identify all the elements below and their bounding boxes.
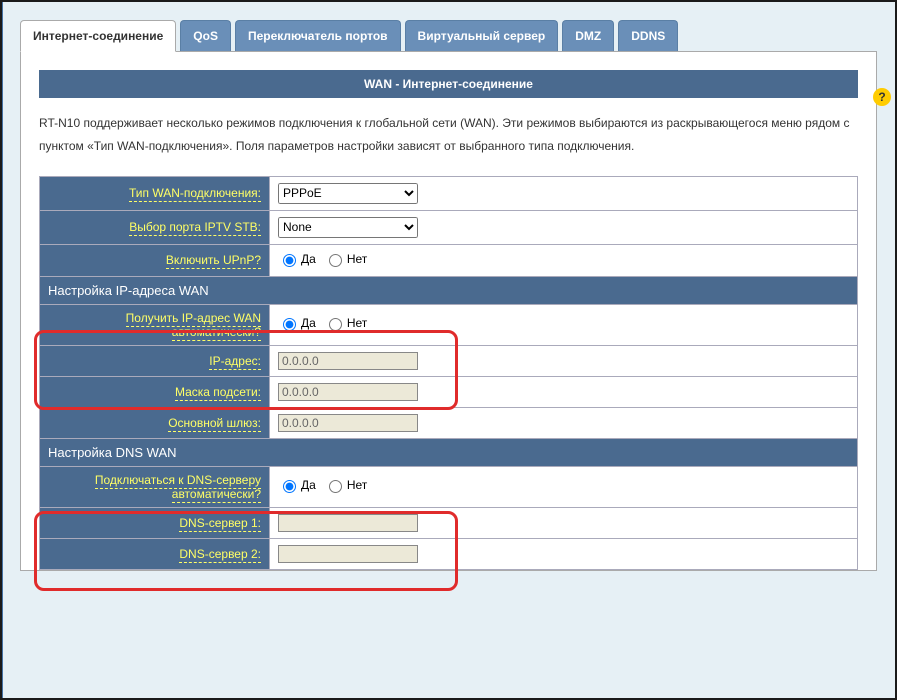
ip-address-input[interactable] bbox=[278, 352, 418, 370]
help-icon[interactable]: ? bbox=[873, 88, 891, 106]
label-wan-type: Тип WAN-подключения: bbox=[40, 176, 270, 210]
label-iptv-port: Выбор порта IPTV STB: bbox=[40, 210, 270, 244]
upnp-no-radio[interactable] bbox=[329, 254, 342, 267]
wan-ip-auto-yes[interactable]: Да bbox=[278, 315, 316, 331]
label-upnp: Включить UPnP? bbox=[40, 244, 270, 276]
page-description: RT-N10 поддерживает несколько режимов по… bbox=[21, 98, 876, 176]
form-area: Тип WAN-подключения: PPPoE Выбор порта I… bbox=[39, 176, 858, 570]
label-dns2: DNS-сервер 2: bbox=[40, 538, 270, 569]
subnet-mask-input[interactable] bbox=[278, 383, 418, 401]
wan-type-select[interactable]: PPPoE bbox=[278, 183, 418, 204]
tab-virtual-server[interactable]: Виртуальный сервер bbox=[405, 20, 559, 51]
wan-ip-auto-yes-radio[interactable] bbox=[283, 318, 296, 331]
label-subnet-mask: Маска подсети: bbox=[40, 376, 270, 407]
wan-ip-auto-radio-group: Да Нет bbox=[278, 315, 371, 331]
label-ip-address: IP-адрес: bbox=[40, 345, 270, 376]
wan-ip-auto-no[interactable]: Нет bbox=[324, 315, 367, 331]
wan-ip-auto-no-radio[interactable] bbox=[329, 318, 342, 331]
tab-bar: Интернет-соединение QoS Переключатель по… bbox=[20, 20, 877, 51]
label-dns1: DNS-сервер 1: bbox=[40, 507, 270, 538]
section-header-wan-ip: Настройка IP-адреса WAN bbox=[40, 276, 858, 304]
content-panel: WAN - Интернет-соединение RT-N10 поддерж… bbox=[20, 51, 877, 571]
upnp-no[interactable]: Нет bbox=[324, 251, 367, 267]
tab-port-trigger[interactable]: Переключатель портов bbox=[235, 20, 401, 51]
gateway-input[interactable] bbox=[278, 414, 418, 432]
dns-auto-yes[interactable]: Да bbox=[278, 477, 316, 493]
label-wan-ip-auto: Получить IP-адрес WAN автоматически? bbox=[40, 304, 270, 345]
upnp-yes-radio[interactable] bbox=[283, 254, 296, 267]
label-gateway: Основной шлюз: bbox=[40, 407, 270, 438]
dns-auto-yes-radio[interactable] bbox=[283, 480, 296, 493]
settings-table: Тип WAN-подключения: PPPoE Выбор порта I… bbox=[39, 176, 858, 570]
dns1-input[interactable] bbox=[278, 514, 418, 532]
dns-auto-no-radio[interactable] bbox=[329, 480, 342, 493]
upnp-radio-group: Да Нет bbox=[278, 251, 371, 267]
tab-internet-connection[interactable]: Интернет-соединение bbox=[20, 20, 176, 52]
tab-qos[interactable]: QoS bbox=[180, 20, 231, 51]
section-header-dns: Настройка DNS WAN bbox=[40, 438, 858, 466]
tab-ddns[interactable]: DDNS bbox=[618, 20, 678, 51]
dns-auto-radio-group: Да Нет bbox=[278, 477, 371, 493]
tab-dmz[interactable]: DMZ bbox=[562, 20, 614, 51]
upnp-yes[interactable]: Да bbox=[278, 251, 316, 267]
left-divider bbox=[0, 0, 3, 700]
dns-auto-no[interactable]: Нет bbox=[324, 477, 367, 493]
label-dns-auto: Подключаться к DNS-серверу автоматически… bbox=[40, 466, 270, 507]
iptv-port-select[interactable]: None bbox=[278, 217, 418, 238]
page-title: WAN - Интернет-соединение bbox=[39, 70, 858, 98]
dns2-input[interactable] bbox=[278, 545, 418, 563]
